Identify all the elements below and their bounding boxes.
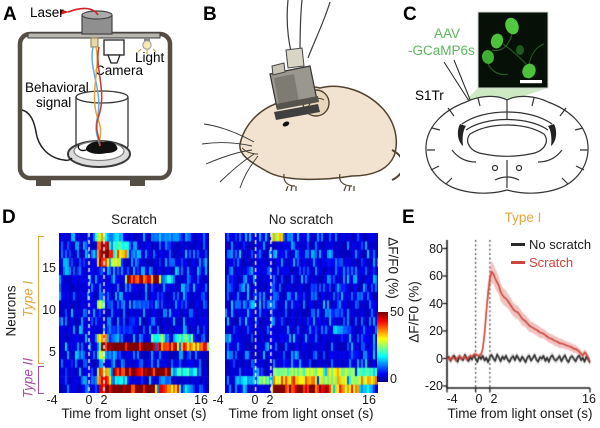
aav-label-line2: -GCaMP6s bbox=[408, 43, 475, 58]
hm1-xaxis-label: Time from light onset (s) bbox=[61, 406, 207, 421]
fiber-bundle bbox=[91, 46, 103, 147]
lineplot-title: Type I bbox=[504, 210, 542, 225]
lineplot-ylabel: ΔF/F0 (%) bbox=[406, 281, 422, 343]
ytick-0: 0 bbox=[421, 352, 443, 366]
mouse-paws bbox=[283, 173, 355, 192]
ytick-m20: -20 bbox=[424, 379, 443, 393]
box-foot-left bbox=[36, 178, 51, 186]
type2-group-label: Type II bbox=[20, 357, 36, 399]
fiber-connector bbox=[90, 37, 99, 48]
eplot-xtick-m4: -4 bbox=[446, 392, 458, 406]
behavioral-signal-wire bbox=[21, 109, 73, 162]
behavioral-signal-label-1: Behavioral bbox=[25, 80, 89, 95]
hm1-xtick-0: 0 bbox=[85, 393, 93, 407]
mouse-whiskers bbox=[201, 123, 259, 189]
camera-label: Camera bbox=[95, 63, 144, 78]
eplot-xtick-16: 16 bbox=[582, 392, 596, 406]
colorbar-max: 50 bbox=[390, 305, 404, 319]
ventricle-right bbox=[548, 124, 557, 146]
colorbar-min: 0 bbox=[390, 372, 397, 386]
panel-letter-c: C bbox=[403, 4, 417, 25]
region-label-s1tr: S1Tr bbox=[415, 88, 444, 103]
eplot-xtick-0: 0 bbox=[475, 392, 483, 406]
ytick-40: 40 bbox=[429, 297, 443, 311]
heatmap-noscratch-title: No scratch bbox=[268, 212, 334, 227]
gcamp-neurons bbox=[481, 17, 545, 79]
type2-bracket bbox=[38, 366, 44, 394]
commutator-cylinder-icon bbox=[81, 10, 113, 35]
neuron-tick-5: 5 bbox=[49, 345, 56, 359]
laser-label: Laser bbox=[30, 5, 64, 20]
hm1-xtick-2: 2 bbox=[100, 393, 108, 407]
ytick-60: 60 bbox=[429, 269, 443, 283]
hm2-xaxis-label: Time from light onset (s) bbox=[228, 406, 374, 421]
type1-bracket bbox=[38, 236, 44, 364]
heatmap-scratch-title: Scratch bbox=[111, 212, 157, 227]
panel-letter-d: D bbox=[2, 207, 16, 228]
panel-letter-b: B bbox=[203, 4, 217, 25]
hm1-xtick-m4: -4 bbox=[46, 393, 58, 407]
neuron-tick-10: 10 bbox=[42, 303, 56, 317]
light-icon bbox=[137, 38, 157, 54]
box-foot-right bbox=[130, 178, 145, 186]
mouse-silhouette bbox=[77, 141, 118, 154]
colorbar bbox=[377, 312, 388, 382]
neuron-tick-15: 15 bbox=[42, 261, 56, 275]
panel-a-behavior-setup-diagram: A Laser Camera Light Behav bbox=[3, 4, 173, 186]
scale-bar bbox=[520, 80, 542, 84]
brain-coronal-section bbox=[425, 95, 589, 194]
miniscope-icon bbox=[269, 47, 320, 120]
cortex-ticks bbox=[427, 97, 588, 185]
type1-group-label: Type I bbox=[20, 280, 36, 318]
hm2-xtick-16: 16 bbox=[362, 393, 376, 407]
light-label: Light bbox=[135, 50, 165, 65]
hm1-xtick-16: 16 bbox=[194, 393, 208, 407]
eplot-xaxis-label: Time from light onset (s) bbox=[447, 406, 593, 421]
ytick-80: 80 bbox=[429, 242, 443, 256]
hm2-xtick-2: 2 bbox=[266, 393, 274, 407]
eplot-xtick-2: 2 bbox=[490, 392, 498, 406]
colorbar-label: ΔF/F0 (%) bbox=[385, 237, 401, 299]
fluorescence-inset-image bbox=[477, 11, 549, 89]
lineplot-canvas bbox=[440, 232, 600, 397]
behavioral-signal-label-2: signal bbox=[36, 95, 71, 110]
ventricle-left bbox=[457, 124, 466, 146]
aav-label-line1: AAV bbox=[434, 26, 460, 41]
panel-b-mouse-miniscope-drawing: B bbox=[201, 0, 400, 192]
heatmap-scratch bbox=[59, 233, 209, 393]
camera-icon bbox=[103, 39, 125, 64]
hm2-xtick-m4: -4 bbox=[212, 393, 224, 407]
heatmap-noscratch bbox=[225, 233, 378, 393]
mouse-eye bbox=[282, 121, 290, 127]
ytick-20: 20 bbox=[429, 324, 443, 338]
hm2-xtick-0: 0 bbox=[251, 393, 259, 407]
laser-arrow-icon bbox=[60, 7, 99, 16]
injection-needle bbox=[443, 59, 472, 103]
mouse-tail bbox=[391, 149, 400, 181]
panel-letter-a: A bbox=[3, 4, 17, 25]
panel-letter-e: E bbox=[402, 207, 415, 228]
neurons-axis-label: Neurons bbox=[3, 285, 19, 337]
panel-c-injection-site: C AAV -GCaMP6s S1Tr bbox=[403, 4, 589, 194]
